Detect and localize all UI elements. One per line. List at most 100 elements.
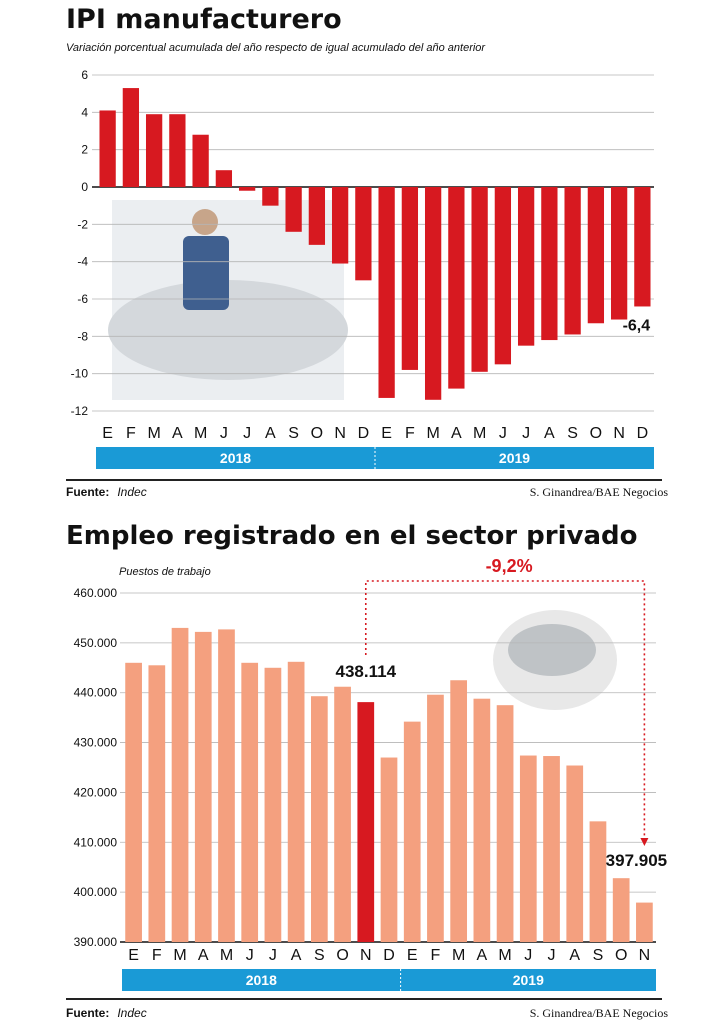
chart2-plot: 460.000 450.000 440.000 430.000 420.000 410.0… <box>74 556 667 991</box>
bar <box>473 698 491 942</box>
x-tick-label: O <box>311 425 323 442</box>
year-label: 2018 <box>246 972 277 988</box>
bar <box>194 631 212 942</box>
last-value-label: 397.905 <box>606 851 667 870</box>
highlight-bar <box>357 702 375 942</box>
x-tick-label: S <box>314 947 325 964</box>
x-tick-label: M <box>452 947 465 964</box>
worker-head-shape <box>192 209 218 235</box>
x-tick-label: E <box>407 947 418 964</box>
y-tick-label: -2 <box>77 217 88 231</box>
y-tick-label: -6 <box>77 292 88 306</box>
x-tick-label: J <box>246 947 254 964</box>
x-tick-label: J <box>243 425 251 442</box>
x-tick-label: A <box>265 425 276 442</box>
worker-body-shape <box>183 236 229 310</box>
bar <box>310 696 328 942</box>
bar <box>612 878 630 942</box>
chart1-credit: S. Ginandrea/BAE Negocios <box>529 484 668 499</box>
x-tick-label: M <box>473 425 486 442</box>
year-label: 2018 <box>220 450 251 466</box>
chart1-footer-rule <box>66 479 662 481</box>
last-value-label: -6,4 <box>623 317 651 334</box>
bar <box>587 187 605 324</box>
bar <box>589 821 607 942</box>
x-tick-label: J <box>269 947 277 964</box>
bar <box>634 187 651 307</box>
bar <box>494 187 512 365</box>
x-tick-label: M <box>498 947 511 964</box>
bar <box>171 627 189 942</box>
x-tick-label: F <box>405 425 415 442</box>
x-tick-label: A <box>451 425 462 442</box>
bar <box>99 110 116 187</box>
bracket-arrow <box>640 838 649 846</box>
chart1-footer: Fuente: Indec S. Ginandrea/BAE Negocios <box>66 482 668 502</box>
y-tick-label: -8 <box>77 329 88 343</box>
bar <box>285 187 302 232</box>
bar <box>145 114 163 187</box>
y-tick-label: 6 <box>81 68 88 82</box>
x-tick-label: M <box>173 947 186 964</box>
bar <box>241 662 259 942</box>
bar <box>496 705 514 942</box>
x-tick-label: M <box>220 947 233 964</box>
y-tick-label: -12 <box>71 404 89 418</box>
bar <box>401 187 419 370</box>
y-tick-label: 410.000 <box>74 835 118 849</box>
x-tick-label: O <box>590 425 602 442</box>
bar <box>427 694 444 942</box>
x-tick-label: J <box>522 425 530 442</box>
chart2-footer: Fuente: Indec S. Ginandrea/BAE Negocios <box>66 1003 668 1023</box>
x-tick-label: M <box>426 425 439 442</box>
x-tick-label: J <box>548 947 556 964</box>
y-tick-label: 440.000 <box>74 686 118 700</box>
y-tick-label: -10 <box>71 367 89 381</box>
change-label: -9,2% <box>486 556 533 576</box>
bar <box>566 765 584 942</box>
bar <box>519 755 537 942</box>
chart2-credit: S. Ginandrea/BAE Negocios <box>529 1005 668 1020</box>
bar <box>471 187 488 372</box>
x-tick-label: J <box>499 425 507 442</box>
chart1-subtitle: Variación porcentual acumulada del año r… <box>66 42 486 54</box>
chart2-source-label: Fuente: <box>66 1006 110 1020</box>
x-tick-label: A <box>172 425 183 442</box>
y-tick-label: 450.000 <box>74 636 118 650</box>
y-tick-label: 430.000 <box>74 736 118 750</box>
bar <box>541 187 558 341</box>
x-tick-label: E <box>128 947 139 964</box>
x-tick-label: A <box>198 947 209 964</box>
x-tick-label: E <box>102 425 113 442</box>
bar <box>238 187 256 191</box>
bar <box>215 170 233 187</box>
bar <box>192 134 209 187</box>
x-tick-label: N <box>334 425 346 442</box>
bar <box>125 662 142 942</box>
year-label: 2019 <box>499 450 530 466</box>
bin-rim-shape <box>508 624 596 676</box>
bar <box>543 756 560 942</box>
chart2-title: Empleo registrado en el sector privado <box>66 521 638 551</box>
bar <box>148 665 166 942</box>
y-tick-label: 0 <box>81 180 88 194</box>
bar <box>448 187 465 389</box>
year-band <box>96 447 654 469</box>
bar <box>424 187 442 400</box>
bar <box>122 88 140 187</box>
chart2-source: Fuente: Indec <box>66 1006 147 1020</box>
y-tick-label: -4 <box>77 255 88 269</box>
car-hood-shape <box>108 280 348 380</box>
x-tick-label: D <box>383 947 395 964</box>
year-label: 2019 <box>513 972 544 988</box>
bar <box>403 721 421 942</box>
bar <box>355 187 372 281</box>
bar <box>218 629 235 942</box>
bar <box>334 686 351 942</box>
bar <box>308 187 326 245</box>
x-tick-label: N <box>360 947 372 964</box>
y-tick-label: 390.000 <box>74 935 118 949</box>
bar <box>169 114 186 187</box>
